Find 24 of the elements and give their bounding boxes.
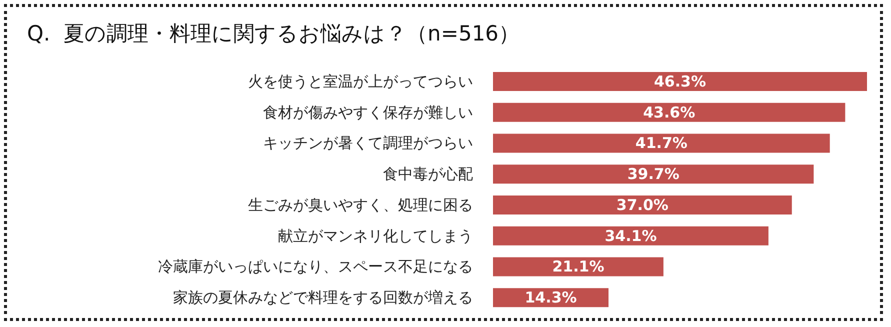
y-tick-label: 食中毒が心配: [383, 165, 473, 184]
y-tick-label: キッチンが暑くて調理がつらい: [263, 134, 473, 152]
y-tick-label: 家族の夏休みなどで料理をする回数が増える: [173, 288, 473, 307]
data-label: 39.7%: [627, 165, 680, 184]
data-label: 46.3%: [654, 72, 706, 90]
bar: [493, 257, 664, 276]
bar: [493, 226, 768, 246]
y-tick-label: 火を使うと室温が上がってつらい: [248, 72, 473, 90]
y-tick-label: 食材が傷みやすく保存が難しい: [263, 103, 473, 122]
y-tick-label: 生ごみが臭いやすく、処理に困る: [248, 196, 473, 214]
data-label: 43.6%: [643, 103, 696, 122]
data-label: 21.1%: [552, 258, 604, 276]
data-label: 14.3%: [524, 288, 577, 307]
bar: [493, 102, 846, 122]
y-tick-label: 献立がマンネリ化してしまう: [278, 226, 473, 245]
bar: [493, 72, 867, 91]
bar: [493, 164, 814, 184]
data-label: 34.1%: [604, 226, 657, 245]
data-label: 41.7%: [635, 134, 688, 152]
text: Q. 夏の調理・料理に関するお悩みは？（n=516）: [27, 22, 520, 46]
bar: [493, 134, 830, 153]
data-label: 37.0%: [616, 196, 668, 214]
y-tick-label: 冷蔵庫がいっぱいになり、スペース不足になる: [158, 258, 473, 276]
bar: [493, 195, 792, 214]
